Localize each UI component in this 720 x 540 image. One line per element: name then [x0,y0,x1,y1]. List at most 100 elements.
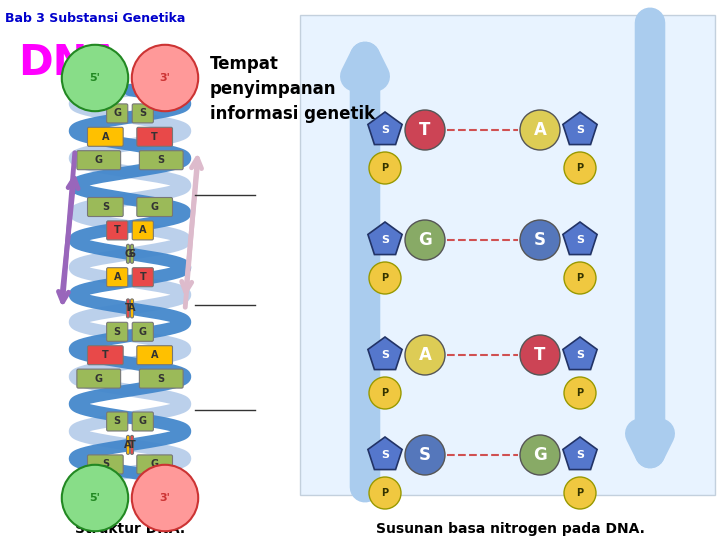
Text: G: G [139,416,147,427]
Circle shape [520,110,560,150]
FancyBboxPatch shape [88,455,123,474]
FancyBboxPatch shape [132,322,153,341]
Circle shape [369,152,401,184]
Text: T: T [140,272,146,282]
FancyBboxPatch shape [132,221,153,240]
Text: P: P [577,273,584,283]
Text: 3': 3' [160,493,171,503]
Text: T: T [114,225,120,235]
Text: G: G [113,109,121,118]
Text: A: A [534,121,546,139]
Text: G: G [139,327,147,337]
Text: G: G [418,231,432,249]
FancyBboxPatch shape [88,346,123,365]
Text: P: P [382,388,389,398]
Text: A: A [139,225,147,235]
FancyBboxPatch shape [137,455,173,474]
Text: A: A [125,440,132,450]
Text: T: T [129,440,135,450]
Text: G: G [533,446,547,464]
FancyBboxPatch shape [140,151,183,170]
Text: S: S [158,374,165,383]
FancyBboxPatch shape [77,151,121,170]
Circle shape [520,435,560,475]
Text: T: T [419,121,431,139]
Circle shape [564,477,596,509]
FancyBboxPatch shape [300,15,715,495]
FancyBboxPatch shape [132,412,153,431]
FancyBboxPatch shape [137,127,173,146]
Text: 3': 3' [160,73,171,83]
Text: S: S [381,350,389,360]
FancyBboxPatch shape [77,369,121,388]
Text: S: S [102,460,109,469]
Text: S: S [381,235,389,245]
Text: S: S [576,125,584,135]
Text: S: S [419,446,431,464]
Text: S: S [139,109,146,118]
Text: DNA: DNA [18,42,120,84]
FancyBboxPatch shape [132,104,153,123]
Text: S: S [576,450,584,460]
FancyBboxPatch shape [107,412,127,431]
FancyBboxPatch shape [127,244,130,264]
Text: P: P [577,488,584,498]
Text: S: S [128,249,135,259]
Text: T: T [534,346,546,364]
Circle shape [520,220,560,260]
FancyBboxPatch shape [137,198,173,217]
Circle shape [564,152,596,184]
Text: A: A [151,350,158,360]
Text: A: A [114,272,121,282]
Circle shape [520,335,560,375]
Text: T: T [102,350,109,360]
Text: S: S [158,155,165,165]
FancyBboxPatch shape [127,299,130,318]
Text: A: A [102,132,109,142]
FancyBboxPatch shape [107,268,127,287]
Text: Bab 3 Substansi Genetika: Bab 3 Substansi Genetika [5,12,185,25]
Text: S: S [102,202,109,212]
Text: T: T [125,303,131,313]
Circle shape [405,335,445,375]
Text: A: A [128,303,136,313]
FancyBboxPatch shape [107,104,127,123]
Circle shape [369,477,401,509]
Text: 5': 5' [89,493,100,503]
FancyBboxPatch shape [130,435,133,454]
Text: S: S [576,350,584,360]
FancyBboxPatch shape [130,244,133,264]
FancyBboxPatch shape [107,322,127,341]
Text: T: T [151,132,158,142]
Text: A: A [418,346,431,364]
FancyBboxPatch shape [88,198,123,217]
Text: S: S [114,416,121,427]
Circle shape [405,435,445,475]
Text: G: G [150,460,158,469]
Text: Struktur DNA.: Struktur DNA. [75,522,185,536]
FancyBboxPatch shape [127,435,130,454]
FancyBboxPatch shape [88,127,123,146]
Circle shape [405,220,445,260]
Text: P: P [382,488,389,498]
Text: S: S [381,450,389,460]
Text: G: G [95,374,103,383]
Circle shape [405,110,445,150]
Text: P: P [577,388,584,398]
Text: G: G [150,202,158,212]
Text: Tempat
penyimpanan
informasi genetik: Tempat penyimpanan informasi genetik [210,55,375,123]
Text: G: G [95,155,103,165]
Circle shape [369,262,401,294]
Circle shape [564,377,596,409]
Text: Susunan basa nitrogen pada DNA.: Susunan basa nitrogen pada DNA. [376,522,644,536]
FancyBboxPatch shape [132,268,153,287]
Text: G: G [124,249,132,259]
Text: P: P [577,163,584,173]
FancyBboxPatch shape [137,346,173,365]
Text: P: P [382,273,389,283]
Text: P: P [382,163,389,173]
Text: 5': 5' [89,73,100,83]
FancyBboxPatch shape [130,299,133,318]
Text: S: S [381,125,389,135]
FancyBboxPatch shape [140,369,183,388]
